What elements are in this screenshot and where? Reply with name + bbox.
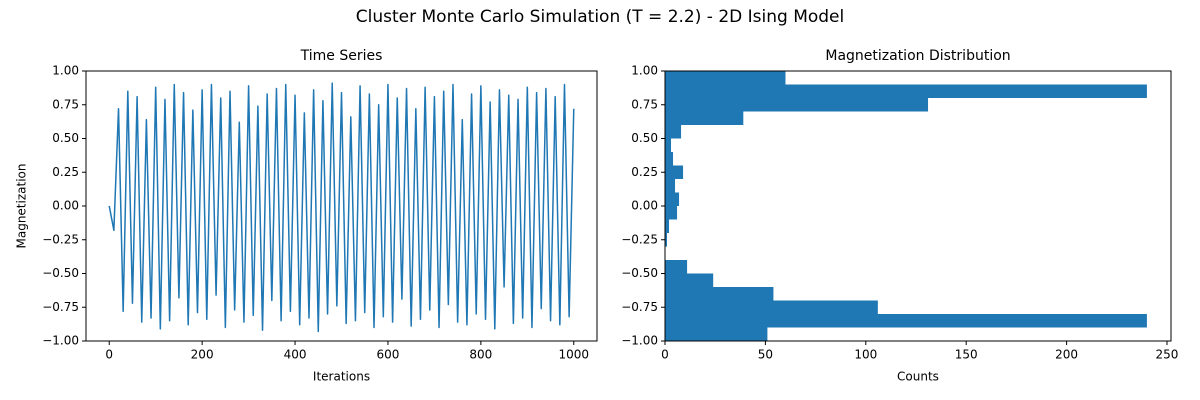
- x-tick-label: 100: [854, 348, 877, 362]
- histogram-bar: [665, 84, 1147, 98]
- x-axis-label: Iterations: [313, 370, 370, 384]
- line-series: [108, 82, 575, 333]
- y-tick-label: 0.75: [631, 97, 658, 111]
- axes-title: Magnetization Distribution: [825, 48, 1010, 64]
- x-axis-label: Counts: [897, 370, 939, 384]
- histogram-bar: [665, 287, 774, 301]
- x-tick-label: 400: [284, 348, 307, 362]
- y-tick-label: 0.25: [631, 165, 658, 179]
- histogram-bar: [665, 111, 744, 125]
- y-tick-label: 1.00: [52, 64, 79, 78]
- histogram-bar: [665, 125, 682, 139]
- x-tick-label: 200: [1055, 348, 1078, 362]
- histogram-bar: [665, 152, 674, 166]
- x-tick-label: 250: [1156, 348, 1179, 362]
- y-tick-label: −1.00: [621, 334, 658, 348]
- x-tick-label: 1000: [558, 348, 589, 362]
- x-tick-label: 200: [191, 348, 214, 362]
- histogram-bar: [665, 206, 678, 220]
- histogram-bar: [665, 327, 768, 341]
- y-tick-label: 1.00: [631, 64, 658, 78]
- y-tick-label: −0.50: [42, 266, 79, 280]
- x-tick-label: 150: [955, 348, 978, 362]
- x-tick-label: 600: [377, 348, 400, 362]
- axes-title: Time Series: [300, 48, 383, 64]
- figure-title: Cluster Monte Carlo Simulation (T = 2.2)…: [356, 7, 844, 27]
- y-tick-label: 0.00: [52, 199, 79, 213]
- histogram-bar: [665, 71, 786, 85]
- y-tick-label: 0.75: [52, 97, 79, 111]
- y-axis-label: Magnetization: [15, 164, 29, 249]
- x-tick-label: 0: [661, 348, 669, 362]
- y-tick-label: −0.25: [42, 232, 79, 246]
- y-tick-label: −0.75: [621, 300, 658, 314]
- y-tick-label: 0.50: [52, 131, 79, 145]
- x-tick-label: 0: [105, 348, 113, 362]
- histogram-bar: [665, 179, 676, 193]
- x-tick-label: 800: [469, 348, 492, 362]
- histogram-bar: [665, 192, 680, 206]
- histogram-bar: [665, 273, 714, 287]
- y-tick-label: −1.00: [42, 334, 79, 348]
- histogram-bar: [665, 219, 670, 233]
- x-tick-label: 50: [758, 348, 773, 362]
- histogram-bar: [665, 233, 668, 247]
- y-tick-label: −0.75: [42, 300, 79, 314]
- y-tick-label: 0.00: [631, 199, 658, 213]
- y-tick-label: −0.50: [621, 266, 658, 280]
- histogram-bar: [665, 300, 878, 314]
- y-tick-label: 0.50: [631, 131, 658, 145]
- y-tick-label: −0.25: [621, 232, 658, 246]
- histogram-bar: [665, 98, 929, 112]
- histogram-bar: [665, 314, 1147, 328]
- y-tick-label: 0.25: [52, 165, 79, 179]
- histogram-bar: [665, 138, 672, 152]
- histogram-bar: [665, 165, 684, 179]
- histogram-bar: [665, 260, 688, 274]
